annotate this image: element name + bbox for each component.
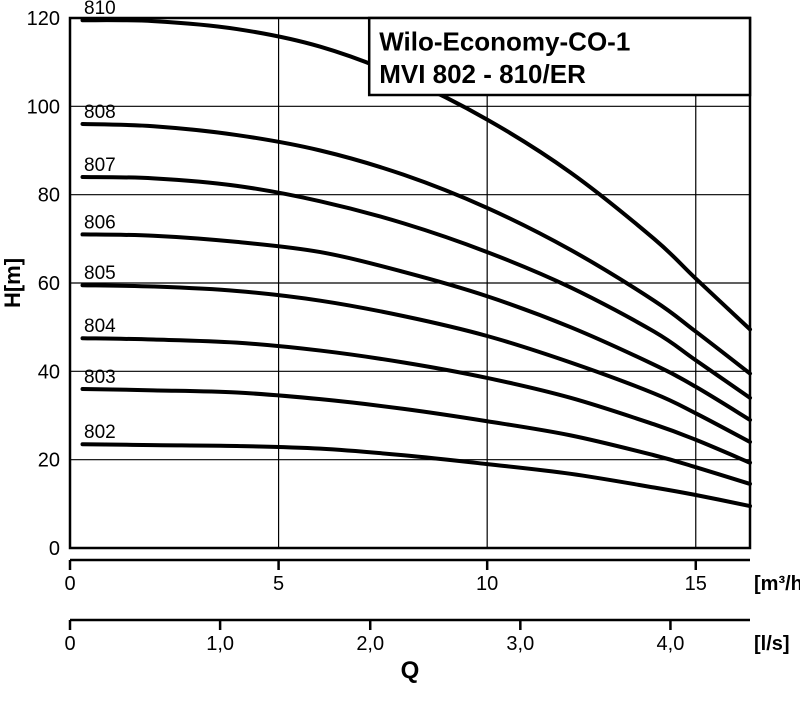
curve-label-803: 803 (84, 367, 116, 388)
curve-label-806: 806 (84, 212, 116, 233)
y-tick-label: 20 (38, 450, 60, 472)
curve-label-802: 802 (84, 422, 116, 443)
x1-tick-label: 0 (64, 573, 75, 595)
x2-tick-label: 1,0 (206, 633, 234, 655)
x2-unit-label: [l/s] (754, 633, 790, 655)
x2-tick-label: 4,0 (657, 633, 685, 655)
title-line: Wilo-Economy-CO-1 (379, 27, 630, 57)
curve-label-805: 805 (84, 263, 116, 284)
curve-label-810: 810 (84, 0, 116, 19)
x2-tick-label: 2,0 (356, 633, 384, 655)
y-tick-label: 40 (38, 361, 60, 383)
x1-tick-label: 5 (273, 573, 284, 595)
y-tick-label: 60 (38, 273, 60, 295)
y-axis-label: H[m] (0, 258, 25, 308)
x1-tick-label: 15 (685, 573, 707, 595)
y-tick-label: 0 (49, 538, 60, 560)
y-tick-label: 100 (27, 96, 60, 118)
curve-label-804: 804 (84, 316, 116, 337)
x1-tick-label: 10 (476, 573, 498, 595)
x2-tick-label: 0 (64, 633, 75, 655)
y-tick-label: 80 (38, 185, 60, 207)
x1-unit-label: [m³/h] (754, 573, 800, 595)
pump-curve-chart: 810808807806805804803802020406080100120H… (0, 0, 800, 709)
x-axis-label: Q (401, 657, 420, 684)
curve-label-807: 807 (84, 155, 116, 176)
title-line: MVI 802 - 810/ER (379, 59, 586, 89)
curve-label-808: 808 (84, 102, 116, 123)
x2-tick-label: 3,0 (506, 633, 534, 655)
y-tick-label: 120 (27, 8, 60, 30)
